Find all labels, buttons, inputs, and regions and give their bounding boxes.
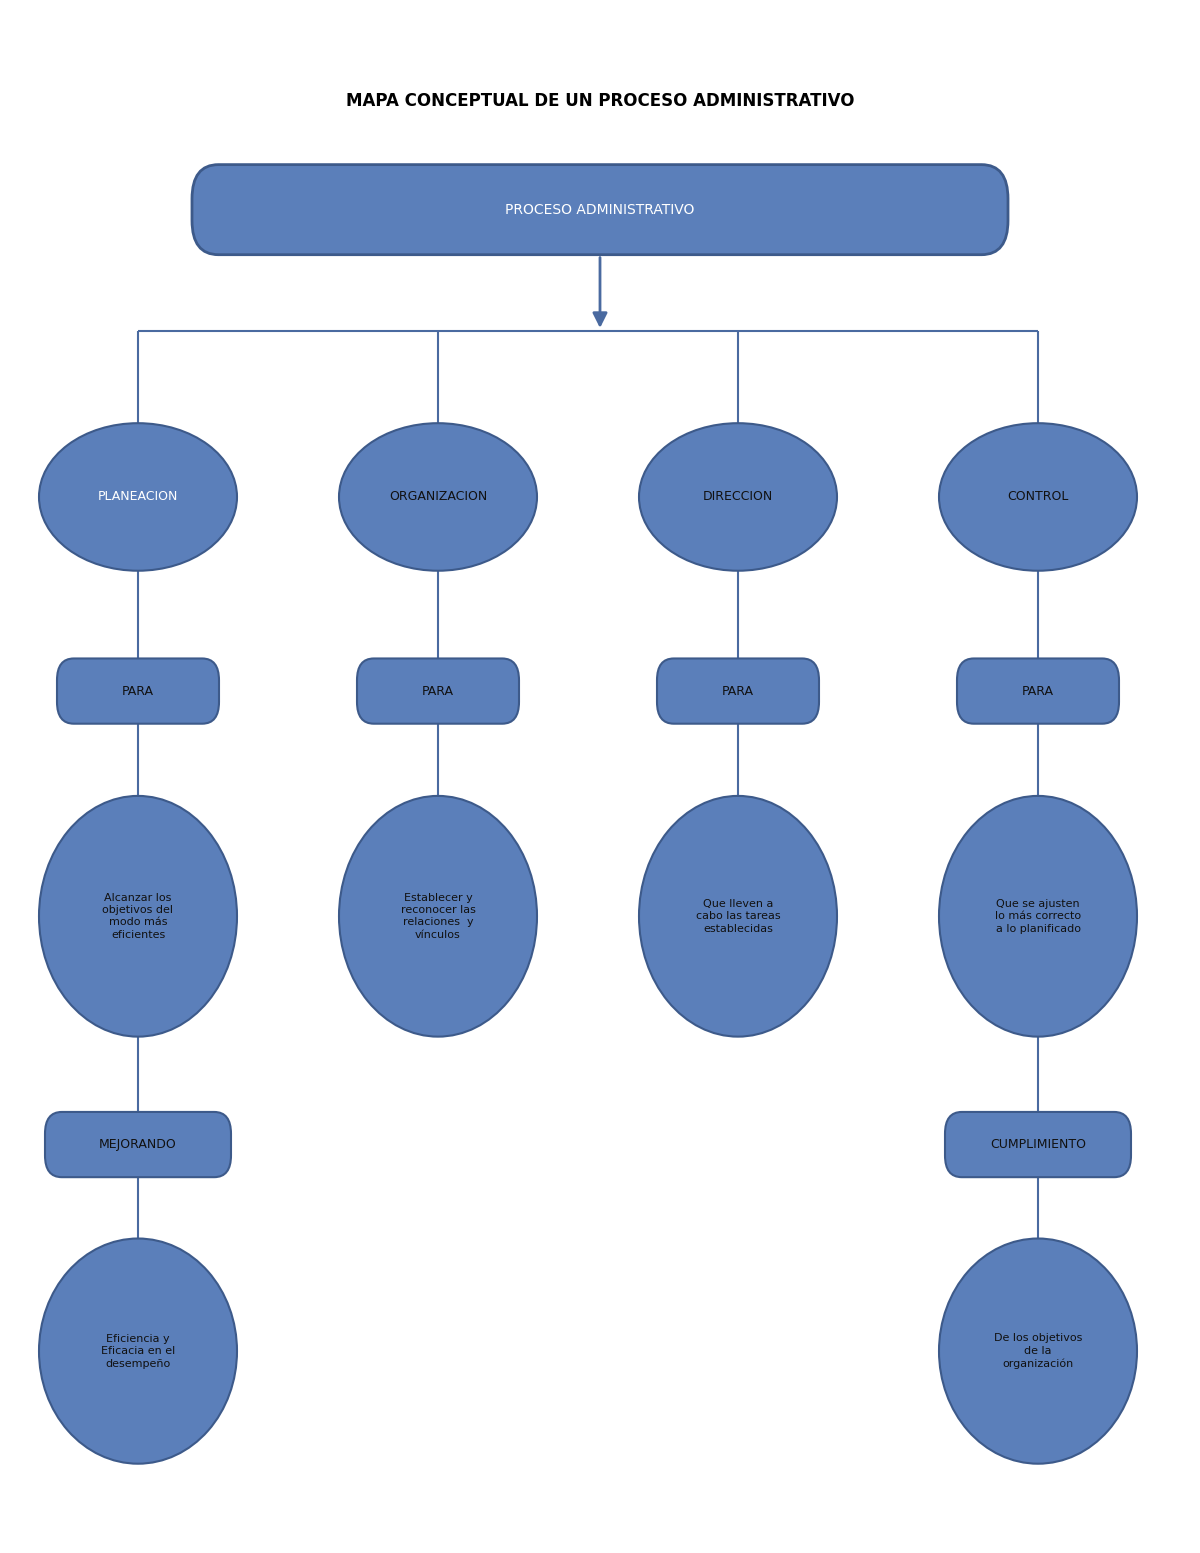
Text: Alcanzar los
objetivos del
modo más
eficientes: Alcanzar los objetivos del modo más efic… bbox=[102, 893, 174, 940]
FancyBboxPatch shape bbox=[358, 658, 520, 724]
Ellipse shape bbox=[940, 795, 1138, 1037]
Text: CONTROL: CONTROL bbox=[1007, 491, 1069, 503]
Text: DIRECCION: DIRECCION bbox=[703, 491, 773, 503]
FancyBboxPatch shape bbox=[58, 658, 220, 724]
Text: PARA: PARA bbox=[1022, 685, 1054, 697]
FancyBboxPatch shape bbox=[192, 165, 1008, 255]
Text: Que lleven a
cabo las tareas
establecidas: Que lleven a cabo las tareas establecida… bbox=[696, 899, 780, 933]
Ellipse shape bbox=[640, 795, 838, 1037]
Text: PLANEACION: PLANEACION bbox=[98, 491, 178, 503]
FancyBboxPatch shape bbox=[46, 1112, 230, 1177]
Text: MAPA CONCEPTUAL DE UN PROCESO ADMINISTRATIVO: MAPA CONCEPTUAL DE UN PROCESO ADMINISTRA… bbox=[346, 92, 854, 110]
Text: Establecer y
reconocer las
relaciones  y
vínculos: Establecer y reconocer las relaciones y … bbox=[401, 893, 475, 940]
FancyBboxPatch shape bbox=[946, 1112, 1132, 1177]
Ellipse shape bbox=[340, 424, 538, 572]
Ellipse shape bbox=[38, 424, 238, 572]
Text: ORGANIZACION: ORGANIZACION bbox=[389, 491, 487, 503]
Ellipse shape bbox=[940, 424, 1138, 572]
Ellipse shape bbox=[38, 795, 238, 1037]
Text: CUMPLIMIENTO: CUMPLIMIENTO bbox=[990, 1138, 1086, 1151]
Text: Eficiencia y
Eficacia en el
desempeño: Eficiencia y Eficacia en el desempeño bbox=[101, 1334, 175, 1368]
FancyBboxPatch shape bbox=[958, 658, 1120, 724]
Ellipse shape bbox=[340, 795, 538, 1037]
Text: PROCESO ADMINISTRATIVO: PROCESO ADMINISTRATIVO bbox=[505, 202, 695, 217]
Text: MEJORANDO: MEJORANDO bbox=[100, 1138, 176, 1151]
FancyBboxPatch shape bbox=[658, 658, 818, 724]
Ellipse shape bbox=[640, 424, 838, 572]
Text: PARA: PARA bbox=[122, 685, 154, 697]
Ellipse shape bbox=[38, 1239, 238, 1463]
Text: Que se ajusten
lo más correcto
a lo planificado: Que se ajusten lo más correcto a lo plan… bbox=[995, 899, 1081, 933]
Text: De los objetivos
de la
organización: De los objetivos de la organización bbox=[994, 1334, 1082, 1368]
Text: PARA: PARA bbox=[722, 685, 754, 697]
Text: PARA: PARA bbox=[422, 685, 454, 697]
Ellipse shape bbox=[940, 1239, 1138, 1463]
